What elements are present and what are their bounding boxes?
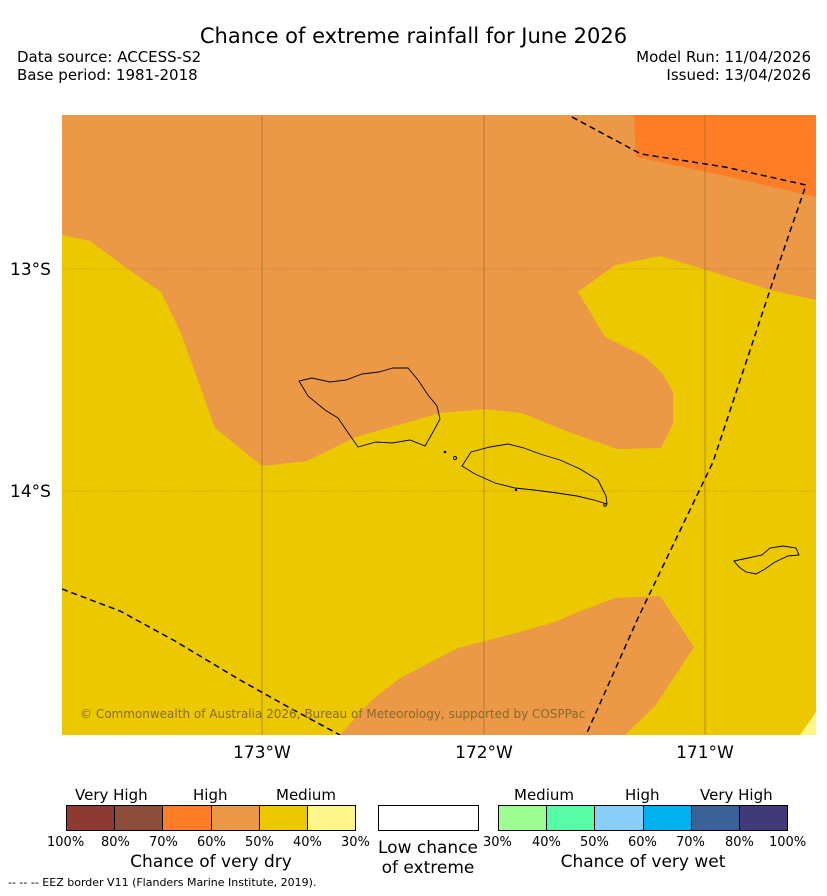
lon-label-173w: 173°W — [233, 743, 291, 763]
meta-right: Model Run: 11/04/2026 Issued: 13/04/2026 — [636, 48, 811, 84]
legend-wet-swatch-40-50 — [547, 806, 596, 830]
legend-dry-tick-70: 70% — [149, 835, 178, 850]
legend-wet-tick-60: 60% — [628, 835, 657, 850]
legend-wet-tick-70: 70% — [676, 835, 705, 850]
legend-dry-tick-80: 80% — [101, 835, 130, 850]
legend-wet-swatch-50-60 — [595, 806, 644, 830]
legend-dry-heading-very-high: Very High — [75, 786, 148, 804]
legend-dry-tick-50: 50% — [245, 835, 274, 850]
legend-dry-tick-40: 40% — [293, 835, 322, 850]
legend-dry-swatch-50-40 — [259, 806, 308, 830]
legend-dry-heading-high: High — [193, 786, 228, 804]
legend-dry-swatch-70-60 — [163, 806, 212, 830]
legend-dry-heading-medium: Medium — [276, 786, 336, 804]
lat-label-13s: 13°S — [10, 260, 51, 280]
legend-wet-tick-50: 50% — [580, 835, 609, 850]
legend-wet-swatch-30-40 — [499, 806, 548, 830]
map-title: Chance of extreme rainfall for June 2026 — [199, 24, 628, 48]
legend-dry-tick-100: 100% — [47, 835, 85, 850]
low-chance-corner — [800, 712, 816, 735]
graticule — [62, 115, 816, 735]
legend-dry-tick-60: 60% — [197, 835, 226, 850]
legend-wet-swatch-60-70 — [643, 806, 692, 830]
legend-wet-tick-80: 80% — [725, 835, 754, 850]
savaii-island — [298, 367, 441, 448]
legend-dry-swatch-60-50 — [211, 806, 260, 830]
legend-wet-heading-high: High — [625, 786, 660, 804]
legend-wet-heading-medium: Medium — [514, 786, 574, 804]
copyright-text: © Commonwealth of Australia 2026, Bureau… — [80, 707, 585, 721]
legend-dry-swatch-100-80 — [67, 806, 116, 830]
base-period-text: Base period: 1981-2018 — [17, 66, 198, 84]
high-chance-region-north — [62, 115, 816, 466]
lat-label-14s: 14°S — [10, 482, 51, 502]
legend-low-swatch — [378, 805, 479, 831]
legend-dry-swatch-80-70 — [115, 806, 164, 830]
legend-dry-swatch-40-30 — [307, 806, 356, 830]
legend-dry-colorbar — [66, 805, 356, 831]
legend-wet-swatch-80-100 — [739, 806, 788, 830]
lon-labels: 173°W 172°W 171°W — [233, 743, 734, 763]
high-chance-region-south — [340, 596, 694, 735]
lon-label-172w: 172°W — [455, 743, 513, 763]
tutuila-island — [733, 545, 800, 575]
model-run-text: Model Run: 11/04/2026 — [636, 48, 811, 66]
legend-wet-caption: Chance of very wet — [560, 852, 726, 872]
legend-wet-colorbar — [498, 805, 788, 831]
legend-wet-tick-30: 30% — [483, 835, 512, 850]
legend-wet-heading-very-high: Very High — [700, 786, 773, 804]
coastlines — [298, 367, 800, 575]
map-plot-area: © Commonwealth of Australia 2026, Bureau… — [62, 115, 816, 735]
eez-border — [62, 116, 807, 735]
lat-labels: 13°S 14°S — [10, 260, 51, 502]
legend-low-caption: Low chance of extreme — [368, 838, 488, 878]
legend-dry-caption: Chance of very dry — [130, 852, 292, 872]
data-source-text: Data source: ACCESS-S2 — [17, 48, 202, 66]
high-chance-strong-region — [634, 115, 816, 197]
legend-low-caption-line2: of extreme — [381, 858, 475, 878]
legend-low-caption-line1: Low chance — [378, 838, 478, 858]
issued-text: Issued: 13/04/2026 — [666, 66, 811, 84]
meta-left: Data source: ACCESS-S2 Base period: 1981… — [17, 48, 201, 84]
legend-wet-swatch-70-80 — [691, 806, 740, 830]
legend-wet-tick-40: 40% — [532, 835, 561, 850]
upolu-island — [461, 443, 608, 505]
legend-dry-tick-30: 30% — [341, 835, 370, 850]
eez-footnote: -- -- -- EEZ border V11 (Flanders Marine… — [8, 876, 317, 889]
legend-wet-tick-100: 100% — [769, 835, 807, 850]
lon-label-171w: 171°W — [676, 743, 734, 763]
